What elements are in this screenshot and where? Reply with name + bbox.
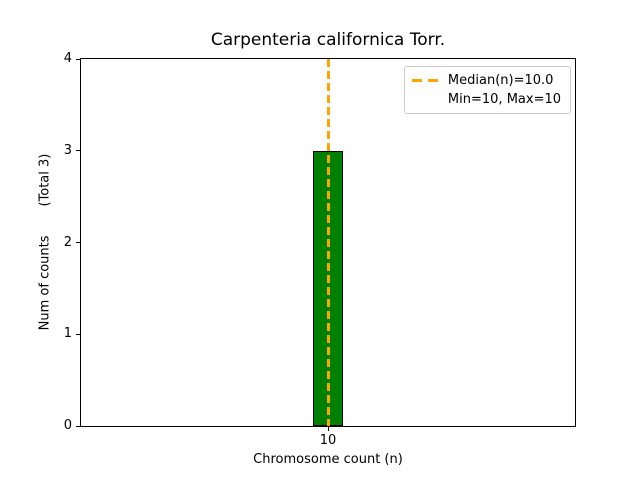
legend-label-minmax: Min=10, Max=10 — [447, 92, 561, 107]
legend-label-median: Median(n)=10.0 — [447, 73, 554, 88]
y-tick-label: 1 — [63, 326, 72, 342]
legend-empty-swatch — [412, 98, 439, 101]
y-tick-mark — [76, 242, 80, 243]
plot-area: Median(n)=10.0 Min=10, Max=10 — [80, 58, 576, 427]
chart-title: Carpenteria californica Torr. — [210, 30, 446, 50]
legend: Median(n)=10.0 Min=10, Max=10 — [403, 66, 571, 114]
legend-row-minmax: Min=10, Max=10 — [412, 90, 561, 109]
y-tick-label: 4 — [63, 51, 72, 66]
legend-row-median: Median(n)=10.0 — [411, 71, 561, 90]
y-tick-label: 3 — [63, 142, 72, 158]
y-tick-mark — [76, 333, 80, 335]
y-tick-mark — [76, 425, 80, 427]
median-dashed-line-swatch — [411, 79, 439, 82]
y-tick-mark — [76, 58, 80, 60]
x-axis-label: Chromosome count (n) — [253, 452, 403, 467]
y-tick-mark — [76, 150, 80, 152]
y-tick-label: 0 — [63, 418, 72, 433]
y-tick-label: 2 — [63, 234, 72, 250]
x-tick-mark — [327, 427, 329, 431]
x-tick-label: 10 — [319, 433, 337, 448]
median-line — [326, 59, 330, 426]
